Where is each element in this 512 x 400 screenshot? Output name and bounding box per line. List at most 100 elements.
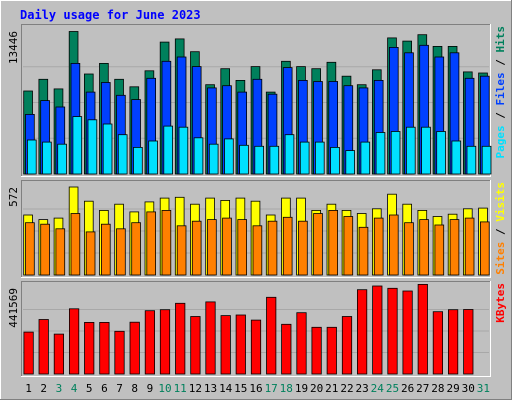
- day-label-24: 24: [371, 382, 385, 395]
- bar-sites-day-25: [388, 214, 399, 276]
- day-label-9: 9: [147, 382, 154, 395]
- bar-kbytes-day-15: [235, 314, 246, 375]
- bar-pages-day-24: [375, 132, 386, 175]
- bar-sites-day-10: [161, 209, 172, 276]
- legend-visits-label: Visits: [494, 182, 507, 222]
- bar-sites-day-22: [343, 216, 354, 276]
- bar-kbytes-day-21: [326, 326, 337, 375]
- bar-sites-day-4: [70, 213, 81, 276]
- bar-kbytes-day-9: [144, 310, 155, 375]
- bar-kbytes-day-3: [53, 333, 65, 375]
- bar-sites-day-18: [282, 216, 293, 276]
- bar-kbytes-day-27: [417, 283, 428, 375]
- bar-sites-day-12: [191, 220, 202, 276]
- bar-pages-day-6: [102, 123, 113, 175]
- bar-kbytes-day-1: [23, 331, 34, 375]
- bar-kbytes-day-14: [220, 315, 231, 375]
- bar-pages-day-29: [451, 140, 462, 175]
- legend-pages-label: Pages: [494, 125, 507, 158]
- day-label-11: 11: [174, 382, 187, 395]
- bar-sites-day-29: [449, 219, 460, 276]
- day-label-18: 18: [280, 382, 293, 395]
- bar-pages-day-25: [390, 131, 401, 175]
- bar-pages-day-28: [436, 131, 446, 175]
- bar-pages-day-8: [133, 146, 143, 175]
- bar-pages-day-13: [208, 143, 219, 175]
- bar-sites-day-15: [237, 219, 248, 276]
- y-tick-label: 572: [7, 187, 20, 207]
- bar-sites-day-30: [464, 217, 475, 276]
- bar-sites-day-9: [146, 211, 157, 276]
- bar-kbytes-day-18: [281, 323, 292, 375]
- bar-sites-day-13: [207, 219, 217, 276]
- bar-pages-day-31: [481, 145, 492, 175]
- day-label-26: 26: [401, 382, 414, 395]
- bar-pages-day-10: [163, 125, 174, 175]
- bar-sites-day-3: [55, 228, 66, 276]
- y-tick-label: 441569: [7, 288, 20, 328]
- bar-pages-day-20: [314, 141, 325, 175]
- legend--label: /: [494, 53, 507, 73]
- day-label-23: 23: [355, 382, 368, 395]
- day-label-20: 20: [310, 382, 323, 395]
- bar-pages-day-4: [72, 116, 83, 175]
- bar-sites-day-11: [176, 225, 187, 276]
- bar-kbytes-day-22: [341, 316, 353, 375]
- day-label-4: 4: [71, 382, 78, 395]
- bar-pages-day-21: [330, 146, 340, 175]
- day-label-19: 19: [295, 382, 308, 395]
- legend--label: /: [494, 106, 507, 126]
- bar-kbytes-day-23: [356, 289, 368, 375]
- bar-sites-day-16: [252, 225, 263, 276]
- bar-kbytes-day-17: [266, 296, 277, 375]
- bar-kbytes-day-19: [296, 312, 307, 375]
- day-label-31: 31: [477, 382, 490, 395]
- bar-sites-day-19: [298, 220, 308, 276]
- legend-files-label: Files: [494, 72, 507, 105]
- day-label-22: 22: [340, 382, 353, 395]
- bar-pages-day-9: [148, 140, 158, 175]
- bar-pages-day-17: [269, 145, 280, 175]
- bar-sites-day-1: [25, 222, 35, 276]
- day-label-15: 15: [234, 382, 247, 395]
- bar-kbytes-day-8: [129, 321, 140, 375]
- day-label-5: 5: [86, 382, 93, 395]
- bar-pages-day-2: [42, 141, 52, 175]
- bar-sites-day-31: [479, 221, 490, 276]
- bar-sites-day-8: [131, 222, 141, 276]
- legend-kbytes-label: KBytes: [494, 283, 507, 323]
- day-label-25: 25: [386, 382, 399, 395]
- panels-layer: 13446 572 441569: [7, 24, 492, 377]
- bar-pages-day-11: [178, 126, 189, 175]
- bar-pages-day-5: [87, 119, 98, 175]
- bar-pages-day-16: [254, 145, 265, 175]
- legend--label: /: [494, 222, 507, 242]
- bar-pages-day-19: [299, 141, 310, 175]
- day-label-28: 28: [431, 382, 444, 395]
- day-label-17: 17: [265, 382, 278, 395]
- bar-sites-day-7: [116, 228, 126, 276]
- bar-kbytes-day-13: [205, 301, 216, 375]
- bar-sites-day-26: [404, 222, 414, 276]
- bar-kbytes-day-24: [372, 285, 383, 375]
- panel-1: 572: [7, 180, 491, 278]
- bar-pages-day-26: [405, 126, 416, 175]
- bar-kbytes-day-30: [463, 309, 474, 375]
- bar-kbytes-day-11: [175, 302, 186, 375]
- bar-sites-day-24: [373, 217, 384, 276]
- bar-pages-day-3: [57, 143, 67, 175]
- bar-sites-day-2: [40, 223, 50, 276]
- bar-pages-day-15: [239, 144, 249, 175]
- day-label-27: 27: [416, 382, 429, 395]
- day-label-2: 2: [40, 382, 47, 395]
- bar-pages-day-22: [345, 150, 355, 175]
- bar-pages-day-27: [421, 126, 431, 175]
- bar-sites-day-6: [101, 223, 111, 276]
- bar-kbytes-day-7: [114, 330, 125, 375]
- chart-title: Daily usage for June 2023: [20, 8, 201, 22]
- bar-kbytes-day-20: [311, 326, 322, 375]
- bar-kbytes-day-4: [69, 308, 80, 375]
- bar-pages-day-30: [466, 145, 477, 175]
- bar-pages-day-12: [193, 137, 204, 175]
